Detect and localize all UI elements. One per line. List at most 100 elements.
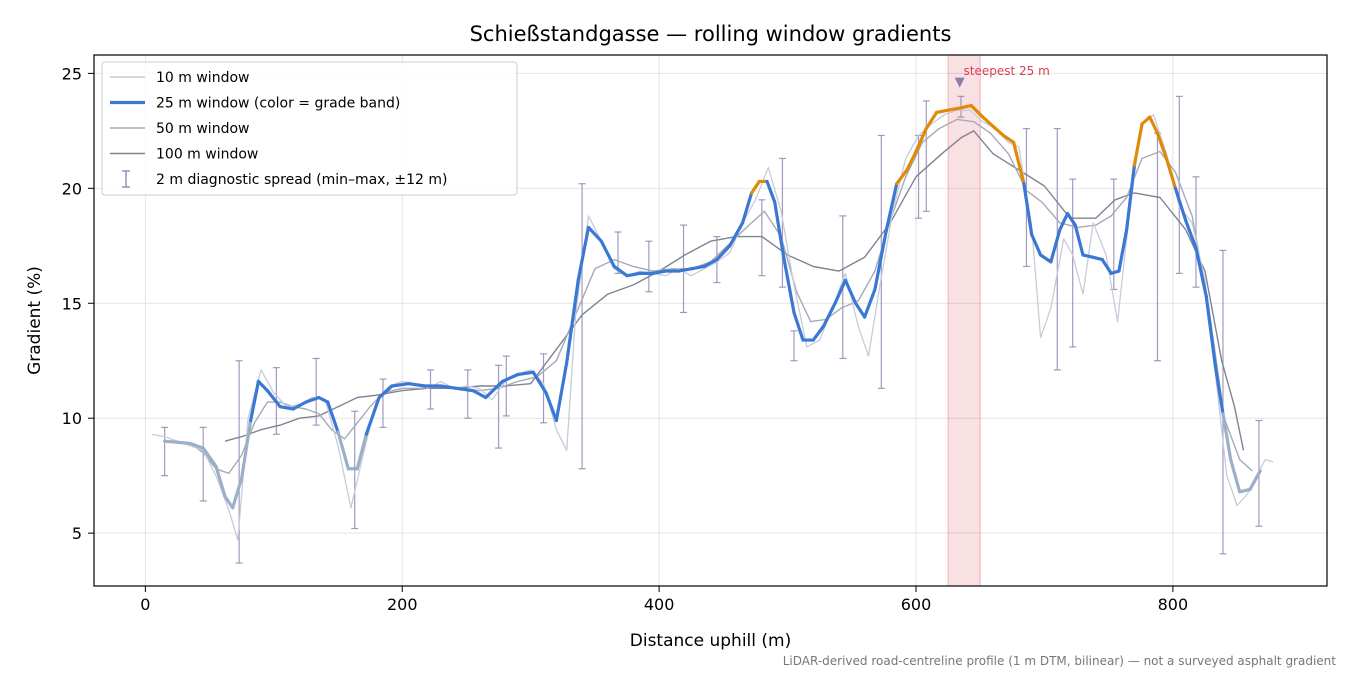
series-25m-segment [223, 494, 235, 510]
series-25m-segment [500, 372, 520, 384]
series-25m-segment [544, 391, 558, 423]
series-25m-segment [1213, 363, 1225, 416]
series-25m-segment [833, 278, 847, 305]
series-25m-segment [843, 278, 858, 305]
series-25m-segment [749, 179, 761, 195]
series-25m-segment [1148, 115, 1160, 135]
series-25m-segment [1049, 228, 1062, 264]
series-25m-segment [565, 278, 580, 365]
x-tick-label: 800 [1158, 595, 1189, 614]
series-25m-segment [981, 115, 995, 128]
series-25m-segment [741, 191, 754, 225]
series-25m-segment [689, 264, 706, 271]
x-axis-label: Distance uphill (m) [630, 631, 791, 651]
series-25m-segment [163, 439, 180, 444]
series-25m-segment [1029, 232, 1043, 257]
series-25m-segment [355, 432, 368, 471]
series-25m-segment [439, 384, 458, 390]
series-25m-segment [1204, 294, 1217, 367]
series-25m-segment [1140, 115, 1152, 126]
series-25m-segment [214, 464, 227, 498]
series-25m-segment [1065, 212, 1077, 227]
series-layer [151, 103, 1274, 541]
series-25m-segment [586, 225, 603, 243]
series-25m-segment [854, 301, 867, 319]
series-25m-segment [1001, 133, 1016, 144]
series-25m-segment [884, 182, 899, 232]
footnote: LiDAR-derived road-centreline profile (1… [783, 654, 1337, 668]
legend-box [101, 61, 518, 196]
series-25m-segment [576, 225, 591, 282]
annotation-layer: steepest 25 m [954, 64, 1050, 88]
steepest-band [948, 55, 981, 586]
highlight-band-layer [947, 55, 981, 586]
series-25m-segment [1125, 163, 1136, 232]
series-25m-segment [1155, 131, 1169, 161]
series-25m-segment [377, 384, 394, 400]
series-25m-segment [390, 382, 411, 388]
series-25m-segment [676, 267, 693, 273]
series-25m-segment [924, 110, 939, 131]
series-25m-segment [773, 200, 786, 259]
series-25m-segment [1132, 122, 1144, 167]
series-25m-segment [946, 106, 963, 112]
series-25m-segment [1073, 223, 1085, 257]
series-25m-segment [782, 255, 796, 315]
series-25m-segment [454, 386, 475, 393]
legend-label: 10 m window [156, 70, 249, 86]
series-25m-segment [240, 418, 253, 480]
series-25m-segment [364, 395, 381, 436]
series-25m-segment [625, 271, 642, 278]
series-25m-segment [1184, 218, 1198, 250]
series-25m-segment [1100, 257, 1113, 275]
legend: 10 m window 25 m window (color = grade ba… [101, 61, 518, 196]
series-25m-segment [702, 257, 719, 269]
plot-frame [93, 54, 1328, 587]
series-25m-segment [792, 310, 805, 342]
series-25m-segment [905, 149, 918, 172]
series-25m-segment [278, 405, 295, 411]
series-25m-segment [1081, 253, 1095, 259]
series-25m-segment [407, 382, 427, 388]
series-25m-segment [175, 440, 192, 446]
series-25m-segment [265, 389, 282, 409]
series-25m-segment [969, 103, 985, 119]
series-25m-segment [554, 361, 569, 423]
series-25m-segment [201, 446, 218, 469]
series-25m-segment [1058, 212, 1070, 232]
series-25m-segment [863, 287, 877, 319]
series-25m-segment [1012, 140, 1026, 186]
series-25m-segment [1038, 253, 1053, 264]
series-25m-segment [1022, 182, 1034, 236]
x-tick-label: 400 [644, 595, 675, 614]
y-tick-label: 25 [62, 64, 82, 83]
series-25m-segment [599, 239, 616, 269]
series-25m-segment [914, 126, 928, 154]
series-25m-segment [1229, 457, 1242, 494]
series-25m-segment [765, 179, 777, 204]
series-25m-segment [959, 103, 973, 110]
series-25m-segment [873, 228, 889, 292]
steepest-marker-icon [954, 77, 965, 88]
series-25m-segment [531, 370, 548, 395]
series-25m-segment [336, 430, 350, 471]
series-25m-segment [1173, 186, 1188, 223]
series-line [189, 118, 1253, 475]
series-25m-segment [304, 395, 321, 404]
x-tick-label: 0 [140, 595, 150, 614]
series-25m-segment [317, 395, 330, 404]
legend-label: 100 m window [156, 147, 258, 163]
y-axis-label: Gradient (%) [25, 266, 45, 375]
y-tick-label: 20 [62, 179, 82, 198]
y-tick-label: 15 [62, 294, 82, 313]
series-25m-segment [1238, 487, 1252, 494]
series-25m-segment [188, 441, 205, 450]
series-25m-segment [991, 124, 1005, 138]
series-25m-segment [934, 108, 950, 115]
series-25m-segment [1164, 156, 1178, 190]
series-line [151, 109, 1274, 541]
series-25m-segment [1221, 411, 1233, 462]
series-25m-segment [231, 476, 244, 510]
series-25m-segment [1194, 246, 1208, 298]
